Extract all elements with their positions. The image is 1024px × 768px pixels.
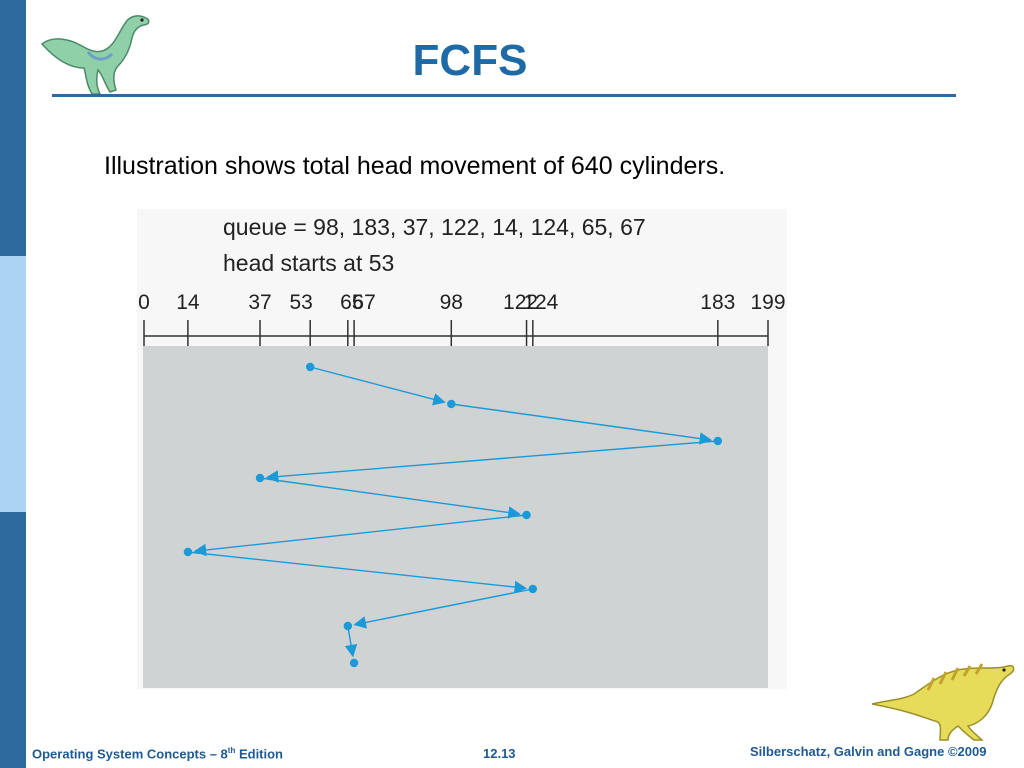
tick-label: 14 [176, 291, 200, 314]
head-move-segment [265, 440, 718, 483]
head-path [183, 362, 723, 668]
dinosaur-bottom-right-icon [871, 663, 1015, 741]
head-move-segment [193, 514, 527, 557]
fcfs-diagram: queue = 98, 183, 37, 122, 14, 124, 65, 6… [137, 209, 787, 689]
head-move-segment [344, 625, 358, 658]
tick-label: 67 [352, 291, 375, 314]
footer-edition-superscript: th [227, 746, 236, 755]
head-move-segment [353, 588, 533, 629]
head-position-point [522, 510, 531, 520]
head-start-text: head starts at 53 [223, 250, 394, 276]
head-movement-panel [143, 346, 768, 688]
head-position-point [183, 547, 193, 557]
tick-label: 37 [248, 291, 271, 314]
head-position-point [255, 473, 265, 483]
slide-title: FCFS [412, 36, 528, 85]
sidebar-segment-top [0, 0, 26, 256]
slide-subtitle: Illustration shows total head movement o… [104, 152, 726, 180]
footer-edition-text: Edition [235, 746, 284, 762]
tick-label: 53 [290, 291, 313, 314]
head-move-segment [259, 477, 521, 519]
head-position-point [349, 658, 359, 668]
queue-text: queue = 98, 183, 37, 122, 14, 124, 65, 6… [223, 214, 646, 240]
sidebar-segment-middle [0, 256, 26, 512]
head-move-segment [310, 366, 446, 406]
title-divider [52, 94, 956, 97]
footer-book-title-text: Operating System Concepts – 8 [32, 746, 228, 762]
head-position-point [713, 436, 723, 446]
footer-page-number: 12.13 [483, 746, 516, 761]
footer-authors: Silberschatz, Galvin and Gagne ©2009 [750, 744, 987, 759]
head-position-point [528, 584, 538, 594]
tick-label: 122 [503, 291, 538, 314]
sidebar-stripe [0, 0, 26, 768]
tick-label: 65 [340, 291, 363, 314]
head-position-point [305, 362, 315, 372]
tick-label: 124 [523, 291, 558, 314]
head-position-point [343, 621, 353, 631]
head-position-point [447, 399, 456, 409]
tick-label: 0 [138, 291, 150, 314]
tick-label: 98 [440, 291, 463, 314]
sidebar-segment-bottom [0, 512, 26, 768]
head-move-segment [451, 403, 713, 445]
head-move-segment [187, 551, 528, 594]
footer-book-title: Operating System Concepts – 8th Edition [32, 746, 283, 761]
tick-label: 183 [700, 291, 735, 314]
tick-label: 199 [750, 291, 785, 314]
